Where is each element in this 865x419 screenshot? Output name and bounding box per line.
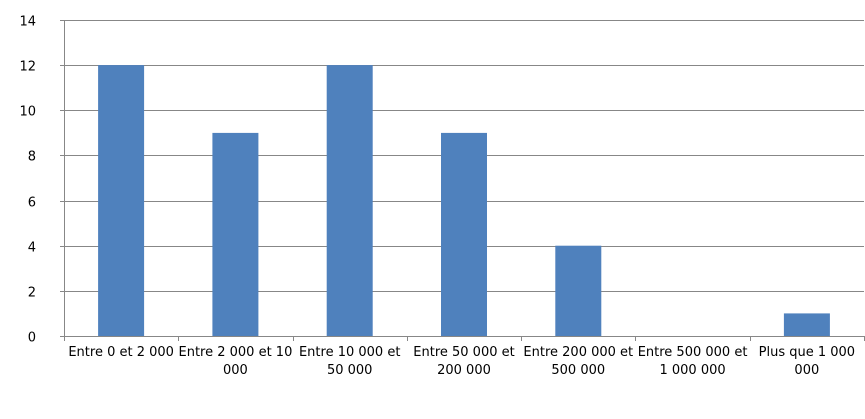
bar xyxy=(555,245,602,336)
x-tick-label: Entre 500 000 et 1 000 000 xyxy=(637,345,748,378)
y-tick-label: 12 xyxy=(19,60,36,75)
y-tick-label: 4 xyxy=(28,241,36,256)
y-tick-labels: 0 2 4 6 8 10 12 14 xyxy=(19,15,36,346)
bars xyxy=(98,65,830,336)
bar xyxy=(783,313,830,336)
bar xyxy=(441,132,487,336)
bar xyxy=(212,132,259,336)
y-tick-label: 10 xyxy=(19,105,36,120)
x-tick-label: Entre 50 000 et 200 000 xyxy=(413,345,515,378)
x-tick-label: Entre 200 000 et 500 000 xyxy=(523,345,634,378)
y-tick-label: 6 xyxy=(28,196,36,211)
y-tick-label: 14 xyxy=(19,15,36,30)
x-tick-label: Entre 10 000 et 50 000 xyxy=(298,345,401,378)
y-tick-label: 8 xyxy=(28,150,36,165)
y-tick-label: 0 xyxy=(28,331,36,346)
y-tick-label: 2 xyxy=(28,286,36,301)
x-tick-label: Plus que 1 000 000 xyxy=(758,345,856,378)
bar xyxy=(326,65,373,336)
x-tick-label: Entre 0 et 2 000 xyxy=(68,345,174,360)
x-tick-label: Entre 2 000 et 10 000 xyxy=(178,345,293,378)
bar xyxy=(98,65,145,336)
